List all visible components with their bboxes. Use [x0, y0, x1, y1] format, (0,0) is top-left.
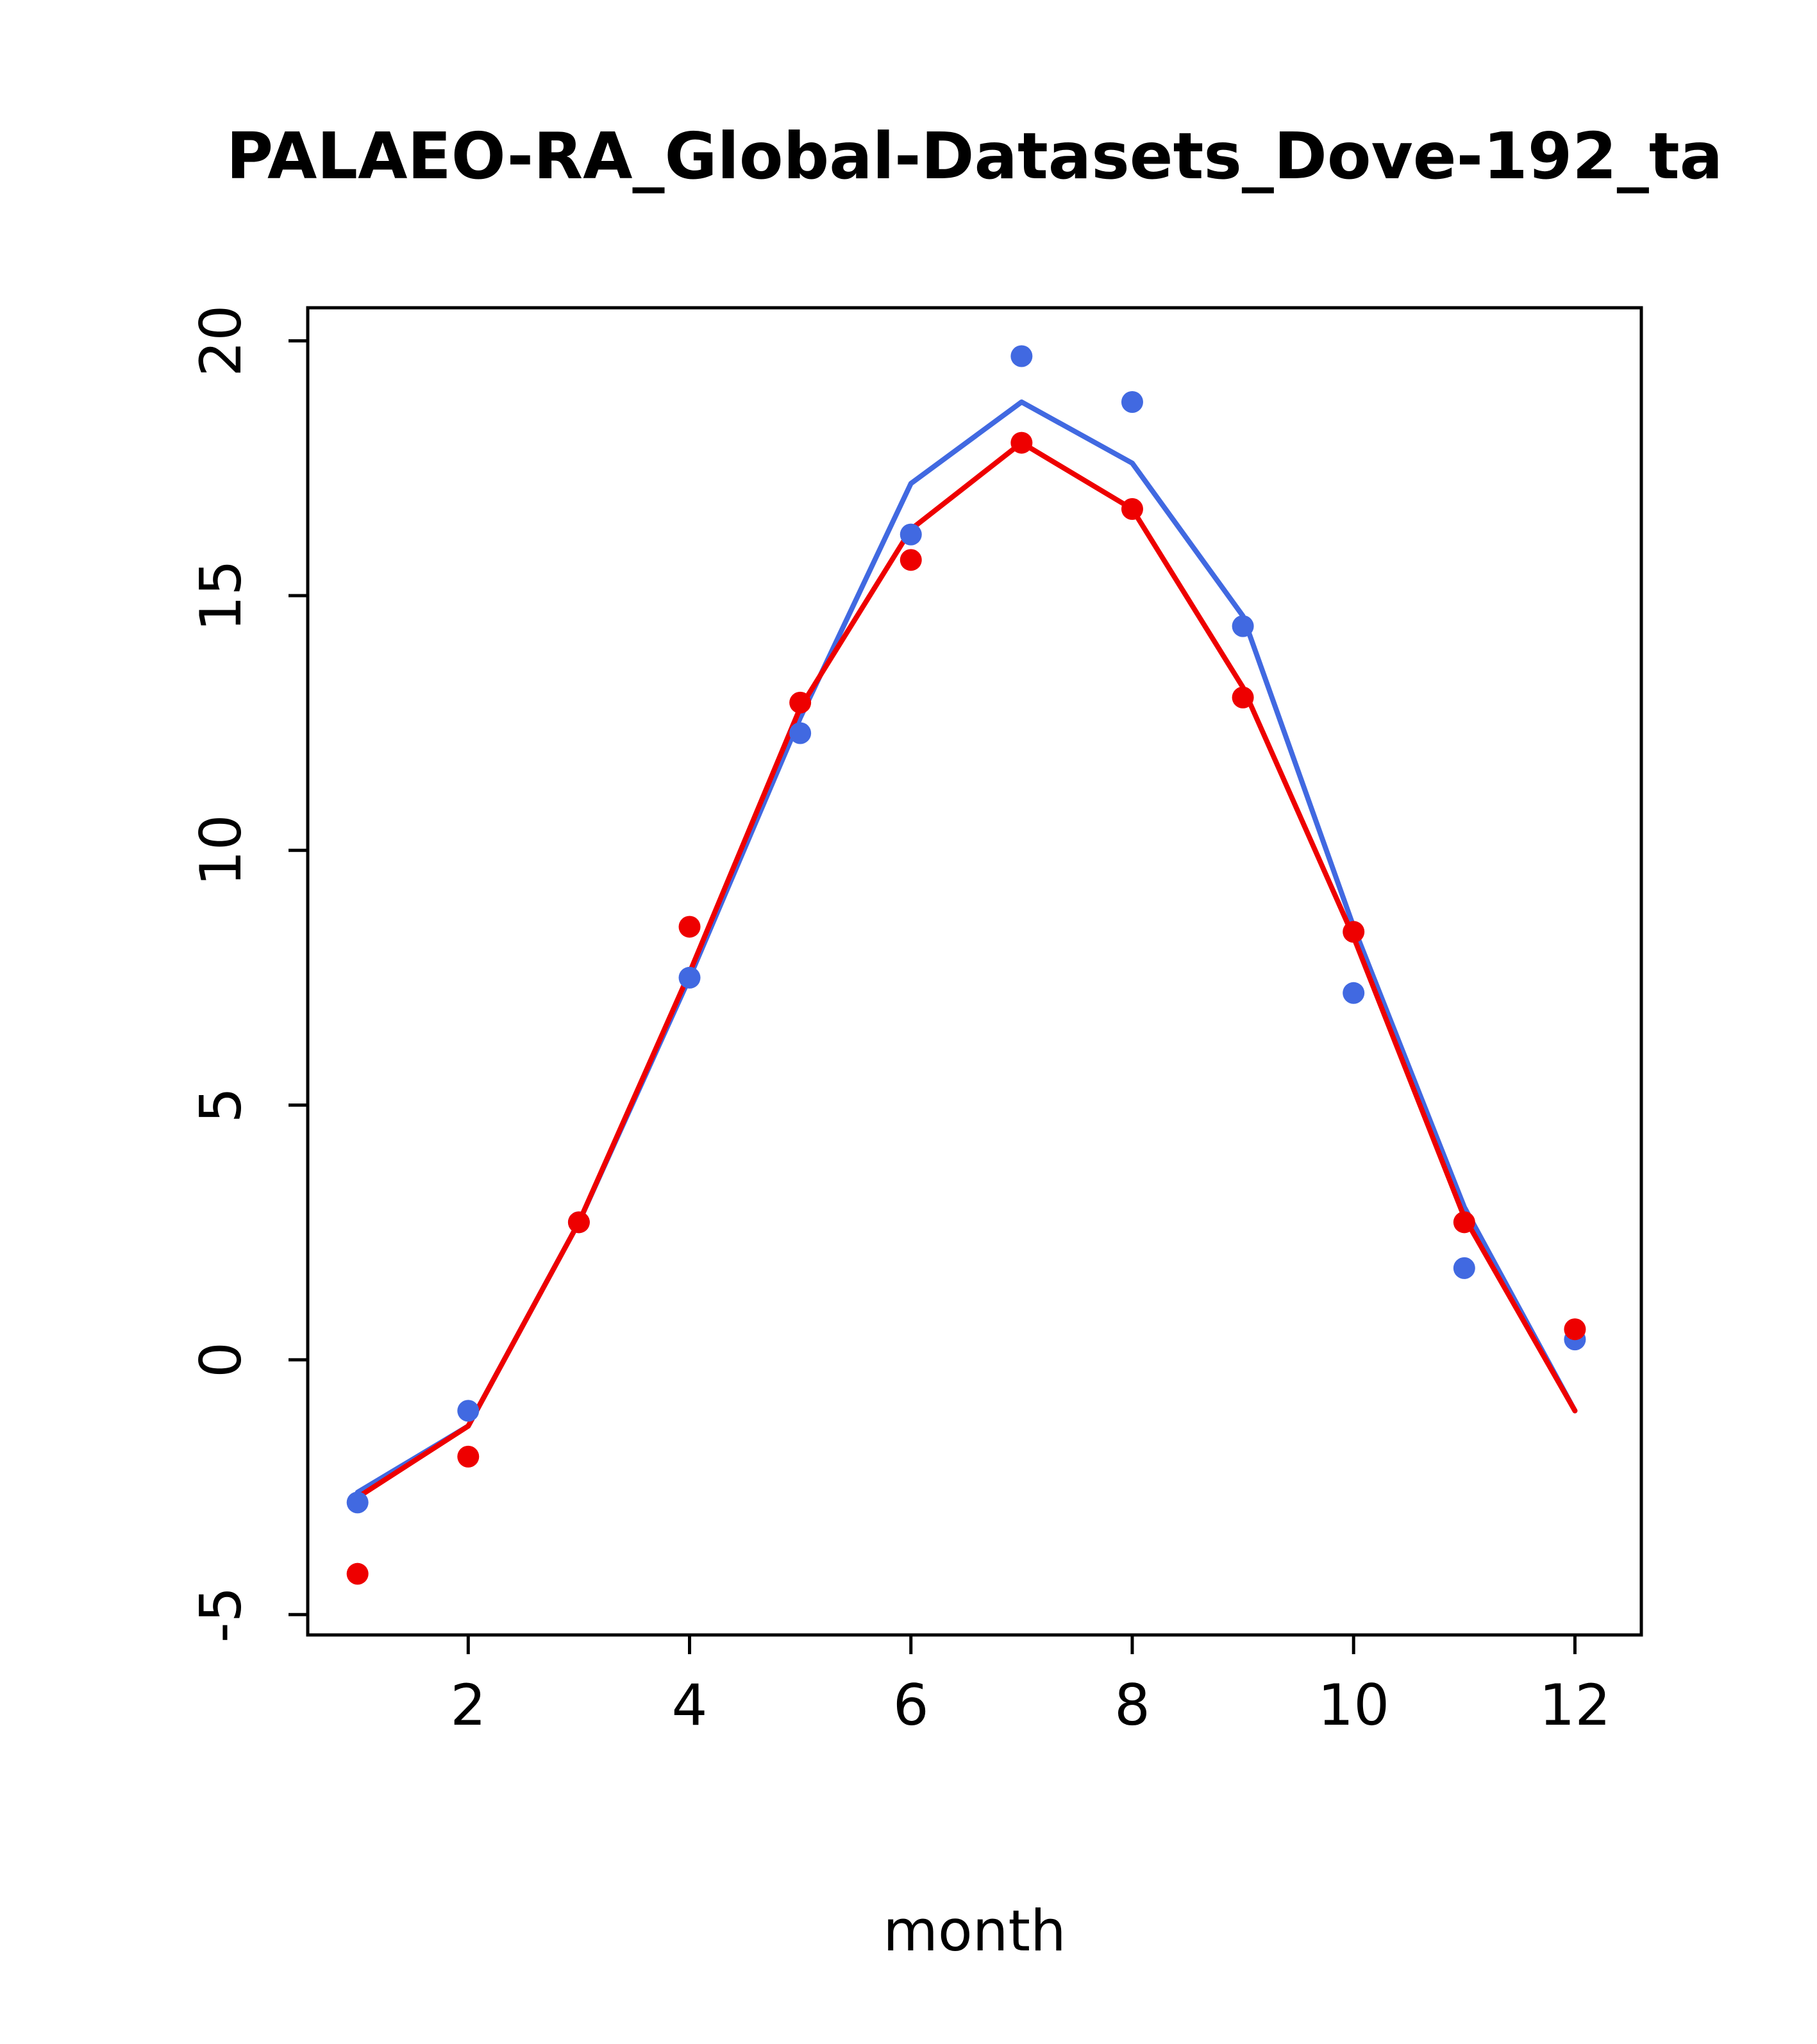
red-points-marker — [900, 549, 922, 571]
x-tick-label: 8 — [1114, 1672, 1150, 1738]
x-tick-label: 6 — [893, 1672, 929, 1738]
red-points-marker — [457, 1445, 480, 1468]
blue-line — [355, 399, 1578, 1495]
blue-points-marker — [1343, 982, 1365, 1004]
blue-points-marker — [678, 966, 701, 989]
x-axis-label: month — [883, 1898, 1066, 1964]
red-points-marker — [1232, 686, 1254, 708]
x-tick-label: 2 — [450, 1672, 486, 1738]
red-points-marker — [1343, 921, 1365, 943]
y-tick-label: 20 — [188, 305, 254, 377]
blue-points-marker — [789, 722, 812, 744]
x-tick-label: 10 — [1318, 1672, 1389, 1738]
red-points-marker — [567, 1211, 590, 1234]
chart-title: PALAEO-RA_Global-Datasets_Dove-192_ta — [226, 119, 1723, 194]
blue-points-marker — [457, 1400, 480, 1422]
red-points-marker — [1564, 1318, 1586, 1341]
red-line — [355, 440, 1578, 1500]
red-points-marker — [789, 691, 812, 714]
red-points-marker — [1010, 431, 1033, 454]
x-tick-label: 12 — [1539, 1672, 1611, 1738]
blue-points-marker — [1232, 615, 1254, 637]
x-tick-label: 4 — [672, 1672, 708, 1738]
blue-points-marker — [1121, 391, 1143, 414]
blue-points-marker — [346, 1491, 369, 1514]
red-points-marker — [1453, 1211, 1475, 1234]
red-points-marker — [1121, 498, 1143, 520]
y-tick-label: -5 — [188, 1586, 254, 1643]
red-points-marker — [346, 1562, 369, 1585]
y-tick-label: 15 — [188, 560, 254, 632]
y-tick-label: 10 — [188, 814, 254, 886]
blue-points-marker — [1010, 345, 1033, 367]
y-tick-label: 0 — [188, 1342, 254, 1378]
blue-points-marker — [1453, 1257, 1475, 1279]
red-points-marker — [678, 916, 701, 938]
plot-box — [306, 306, 1643, 1637]
blue-points-marker — [900, 523, 922, 546]
y-tick-label: 5 — [188, 1087, 254, 1123]
